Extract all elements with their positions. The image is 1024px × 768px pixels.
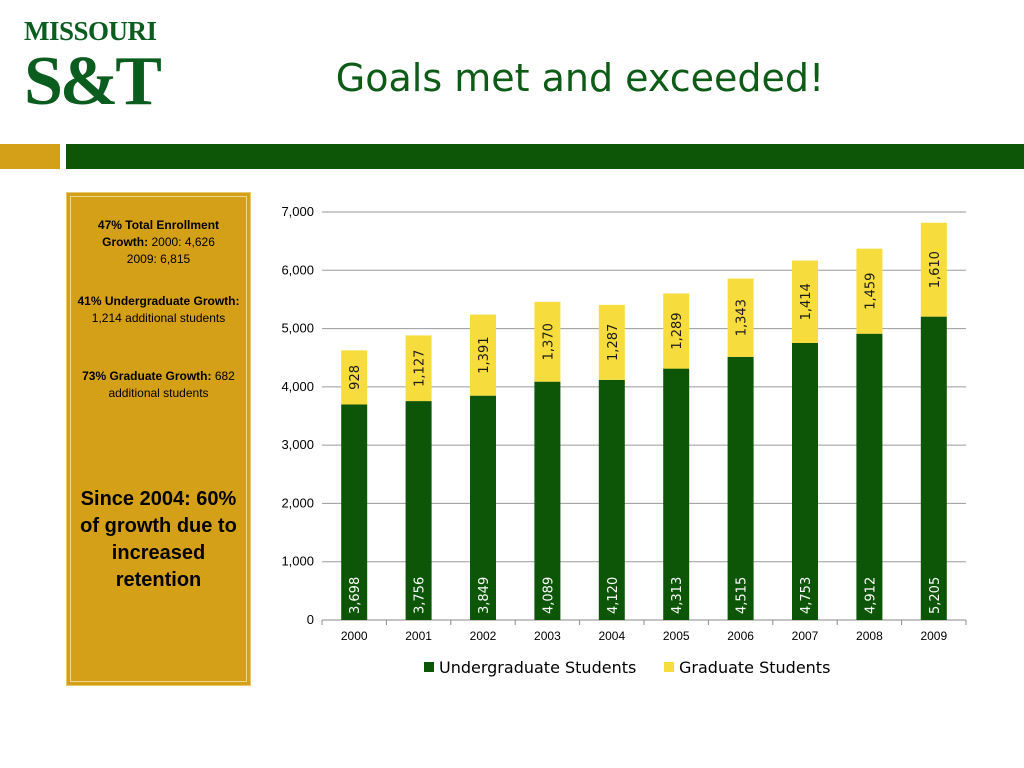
bar-graduate xyxy=(534,301,561,382)
stat-undergrad-rest: 1,214 additional students xyxy=(91,311,226,325)
data-label-undergraduate: 4,515 xyxy=(735,577,750,614)
legend-label-graduate: Graduate Students xyxy=(679,658,830,677)
legend-swatch-undergraduate xyxy=(424,662,434,672)
bar-undergraduate xyxy=(792,342,818,620)
legend-swatch-graduate xyxy=(664,662,674,672)
y-tick-label: 2,000 xyxy=(281,495,314,510)
stat-total-bold: 47% Total Enrollment Growth: xyxy=(97,218,220,249)
data-label-undergraduate: 4,120 xyxy=(606,577,621,614)
stat-undergrad-bold: 41% Undergraduate Growth: xyxy=(77,294,240,308)
data-label-undergraduate: 5,205 xyxy=(928,577,943,614)
x-tick-label: 2006 xyxy=(727,629,754,643)
x-tick-label: 2009 xyxy=(920,629,947,643)
y-tick-label: 6,000 xyxy=(281,262,314,277)
x-tick-label: 2005 xyxy=(663,629,690,643)
data-label-undergraduate: 3,849 xyxy=(477,577,492,614)
retention-note: Since 2004: 60% of growth due to increas… xyxy=(80,488,237,591)
x-tick-label: 2001 xyxy=(405,629,432,643)
bar-graduate xyxy=(920,222,947,317)
y-tick-label: 4,000 xyxy=(281,379,314,394)
stat-grad-rest: 682 additional students xyxy=(108,369,235,400)
data-label-undergraduate: 3,756 xyxy=(413,577,428,614)
header-band-gold xyxy=(0,144,60,169)
bar-undergraduate xyxy=(727,356,754,620)
data-label-undergraduate: 4,313 xyxy=(670,577,685,614)
data-label-undergraduate: 4,753 xyxy=(799,577,814,614)
stats-sidebar: 47% Total Enrollment Growth: 2000: 4,626… xyxy=(66,192,251,686)
enrollment-chart: 0 1,000 2,000 3,000 4,000 5,000 6,000 7,000 3,69… xyxy=(281,204,967,677)
x-tick-label: 2003 xyxy=(534,629,561,643)
data-label-undergraduate: 3,698 xyxy=(348,577,363,614)
bar-undergraduate xyxy=(920,316,947,620)
y-tick-label: 1,000 xyxy=(281,554,314,569)
data-label-graduate: 1,610 xyxy=(928,251,943,288)
bar-graduate xyxy=(598,304,625,380)
bar-undergraduate xyxy=(341,404,368,620)
data-label-graduate: 1,343 xyxy=(735,299,750,336)
bar-graduate xyxy=(727,278,754,357)
bar-undergraduate xyxy=(470,395,496,620)
bar-undergraduate xyxy=(405,401,432,620)
stat-total-2009: 2009: 6,815 xyxy=(126,252,191,266)
slide-title: Goals met and exceeded! xyxy=(335,56,825,100)
data-label-undergraduate: 4,089 xyxy=(541,577,556,614)
bar-graduate xyxy=(663,293,690,369)
data-label-graduate: 1,414 xyxy=(799,283,814,320)
bar-graduate xyxy=(341,350,368,405)
bar-graduate xyxy=(470,314,496,396)
sidebar-inner-border xyxy=(70,196,247,682)
stat-grad-bold: 73% Graduate Growth: xyxy=(82,369,212,383)
x-tick-label: 2007 xyxy=(792,629,819,643)
missouri-st-logo: MISSOURI S&T xyxy=(24,16,162,124)
data-label-graduate: 1,127 xyxy=(413,350,428,387)
data-label-graduate: 1,289 xyxy=(670,312,685,349)
x-tick-label: 2008 xyxy=(856,629,883,643)
logo-main-text: S&T xyxy=(24,43,162,120)
bar-undergraduate xyxy=(663,368,690,620)
data-label-graduate: 1,370 xyxy=(541,323,556,360)
x-tick-label: 2000 xyxy=(341,629,368,643)
y-tick-label: 5,000 xyxy=(281,321,314,336)
data-label-graduate: 928 xyxy=(348,365,363,390)
data-label-graduate: 1,391 xyxy=(477,337,492,374)
stat-total-2000: 2000: 4,626 xyxy=(151,235,215,249)
bar-undergraduate xyxy=(534,381,561,620)
stat-undergraduate: 41% Undergraduate Growth: 1,214 addition… xyxy=(77,293,240,327)
bar-undergraduate xyxy=(598,379,625,620)
bar-graduate xyxy=(405,335,432,402)
data-label-graduate: 1,459 xyxy=(863,273,878,310)
bar-graduate xyxy=(792,260,818,343)
bar-graduate xyxy=(856,248,883,334)
logo-top-text: MISSOURI xyxy=(24,16,157,46)
y-tick-label: 7,000 xyxy=(281,204,314,219)
data-label-undergraduate: 4,912 xyxy=(863,577,878,614)
x-tick-label: 2004 xyxy=(598,629,625,643)
bar-undergraduate xyxy=(856,333,883,620)
stat-graduate: 73% Graduate Growth: 682 additional stud… xyxy=(77,368,240,402)
y-tick-label: 3,000 xyxy=(281,437,314,452)
header-band-green xyxy=(66,144,1024,169)
data-label-graduate: 1,287 xyxy=(606,324,621,361)
stat-total-enrollment: 47% Total Enrollment Growth: 2000: 4,626… xyxy=(77,217,240,268)
y-tick-label: 0 xyxy=(307,612,314,627)
x-tick-label: 2002 xyxy=(470,629,497,643)
legend-label-undergraduate: Undergraduate Students xyxy=(439,658,636,677)
